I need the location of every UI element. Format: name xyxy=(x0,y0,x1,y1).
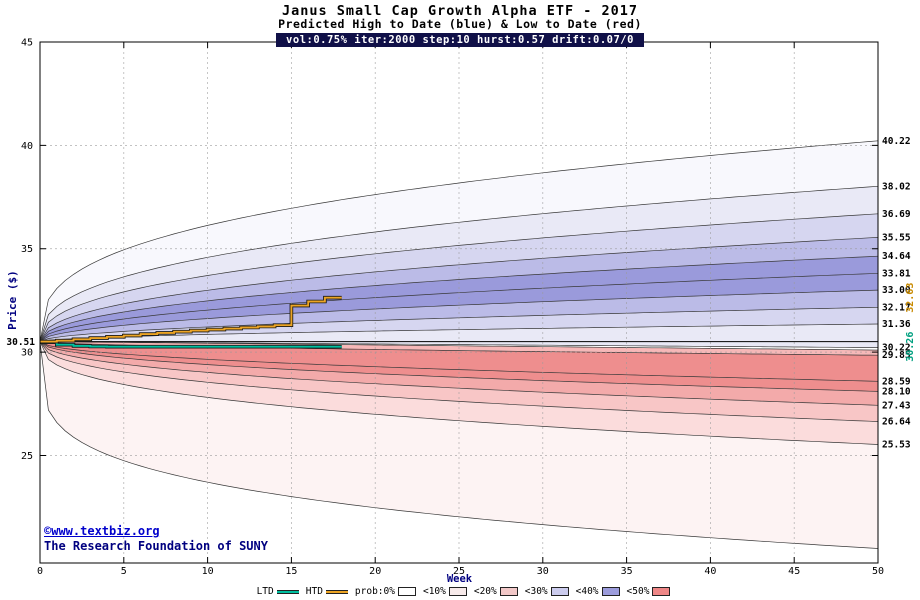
legend-band-20-swatch xyxy=(499,587,518,596)
legend-band-50-label: <50% xyxy=(626,586,650,597)
x-tick-label: 25 xyxy=(453,566,465,577)
right-axis-label: 34.64 xyxy=(882,251,911,262)
ltd-end-label: 30.26 xyxy=(905,332,916,362)
x-tick-label: 0 xyxy=(37,566,43,577)
right-axis-label: 27.43 xyxy=(882,400,911,411)
high-fan-band xyxy=(40,140,878,342)
high-fan-band xyxy=(40,213,878,342)
y-tick-label: 35 xyxy=(21,244,33,255)
watermark-org: The Research Foundation of SUNY xyxy=(44,539,268,553)
x-tick-label: 20 xyxy=(369,566,381,577)
legend-band-prob0-label: prob:0% xyxy=(354,586,395,597)
x-tick-label: 40 xyxy=(704,566,716,577)
high-fan-percentile-curve xyxy=(39,323,879,342)
legend-band-10-swatch xyxy=(448,587,467,596)
legend-band-50-swatch xyxy=(652,587,671,596)
high-fan-percentile-curve xyxy=(39,255,879,342)
x-tick-label: 30 xyxy=(537,566,549,577)
right-axis-label: 33.00 xyxy=(882,285,911,296)
high-fan-band xyxy=(40,256,878,342)
legend-band-30-swatch xyxy=(550,587,569,596)
high-fan-band xyxy=(40,237,878,342)
low-fan-percentile-curve xyxy=(39,341,879,445)
right-axis-label: 36.69 xyxy=(882,209,911,220)
start-price-label: 30.51 xyxy=(6,337,35,348)
legend-htd-label: HTD xyxy=(305,586,323,597)
high-fan-band xyxy=(40,186,878,342)
legend-band-40-swatch xyxy=(601,587,620,596)
low-fan-band xyxy=(40,341,878,392)
x-tick-label: 45 xyxy=(788,566,800,577)
low-fan-percentile-curve xyxy=(39,341,879,422)
legend-ltd-swatch xyxy=(276,589,299,594)
legend-band-40-label: <40% xyxy=(575,586,599,597)
y-tick-label: 25 xyxy=(21,451,33,462)
chart-title: Janus Small Cap Growth Alpha ETF - 2017 xyxy=(282,3,638,19)
low-fan-percentile-curve xyxy=(39,341,879,549)
x-tick-label: 15 xyxy=(285,566,297,577)
low-fan-percentile-curve xyxy=(39,341,879,382)
legend-band-10-label: <10% xyxy=(422,586,446,597)
right-axis-label: 25.53 xyxy=(882,440,911,451)
high-fan-band xyxy=(40,273,878,342)
y-axis-label: Price ($) xyxy=(6,270,19,330)
x-tick-label: 5 xyxy=(121,566,127,577)
right-axis-label: 38.02 xyxy=(882,181,911,192)
y-tick-label: 40 xyxy=(21,141,33,152)
htd-line xyxy=(40,296,342,343)
x-tick-label: 50 xyxy=(872,566,884,577)
low-fan-band xyxy=(40,341,878,422)
high-fan-band xyxy=(40,290,878,342)
low-fan-band xyxy=(40,341,878,445)
chart-subtitle: Predicted High to Date (blue) & Low to D… xyxy=(278,17,642,31)
watermark: ©www.textbiz.org The Research Foundation… xyxy=(44,524,268,554)
y-tick-label: 30 xyxy=(21,348,33,359)
high-fan-percentile-curve xyxy=(39,289,879,342)
right-axis-label: 40.22 xyxy=(882,136,911,147)
right-axis-label: 29.85 xyxy=(882,350,911,361)
x-tick-label: 10 xyxy=(202,566,214,577)
legend-band-20-label: <20% xyxy=(473,586,497,597)
x-tick-label: 35 xyxy=(621,566,633,577)
htd-end-label: 32.63 xyxy=(905,283,916,313)
legend-htd-swatch xyxy=(325,589,348,594)
params-banner: vol:0.75% iter:2000 step:10 hurst:0.57 d… xyxy=(276,33,644,47)
right-axis-label: 30.22 xyxy=(882,343,911,354)
low-fan-band xyxy=(40,341,878,406)
right-axis-label: 33.81 xyxy=(882,268,911,279)
right-axis-label: 28.59 xyxy=(882,376,911,387)
high-fan-percentile-curve xyxy=(39,213,879,342)
low-fan-percentile-curve xyxy=(39,341,879,351)
right-axis-label: 32.17 xyxy=(882,302,911,313)
legend-band-30-label: <30% xyxy=(524,586,548,597)
legend-ltd-label: LTD xyxy=(256,586,274,597)
high-fan-percentile-curve xyxy=(40,341,879,348)
chart-legend: LTD HTD prob:0% <10% <20% <30% <40% <50% xyxy=(0,586,920,597)
legend-band-prob0-swatch xyxy=(397,587,416,596)
params-banner-wrap: vol:0.75% iter:2000 step:10 hurst:0.57 d… xyxy=(0,28,920,47)
high-fan-percentile-curve xyxy=(39,237,879,342)
low-fan-band xyxy=(40,341,878,549)
y-tick-label: 45 xyxy=(21,38,33,49)
ltd-line xyxy=(40,341,342,348)
right-axis-label: 26.64 xyxy=(882,417,911,428)
right-axis-label: 35.55 xyxy=(882,232,911,243)
right-axis-label: 28.10 xyxy=(882,386,911,397)
right-axis-label: 31.36 xyxy=(882,319,911,330)
x-axis-label: Week xyxy=(446,573,473,585)
high-fan-band xyxy=(40,307,878,342)
watermark-url[interactable]: ©www.textbiz.org xyxy=(44,524,160,538)
low-fan-band xyxy=(40,341,878,382)
